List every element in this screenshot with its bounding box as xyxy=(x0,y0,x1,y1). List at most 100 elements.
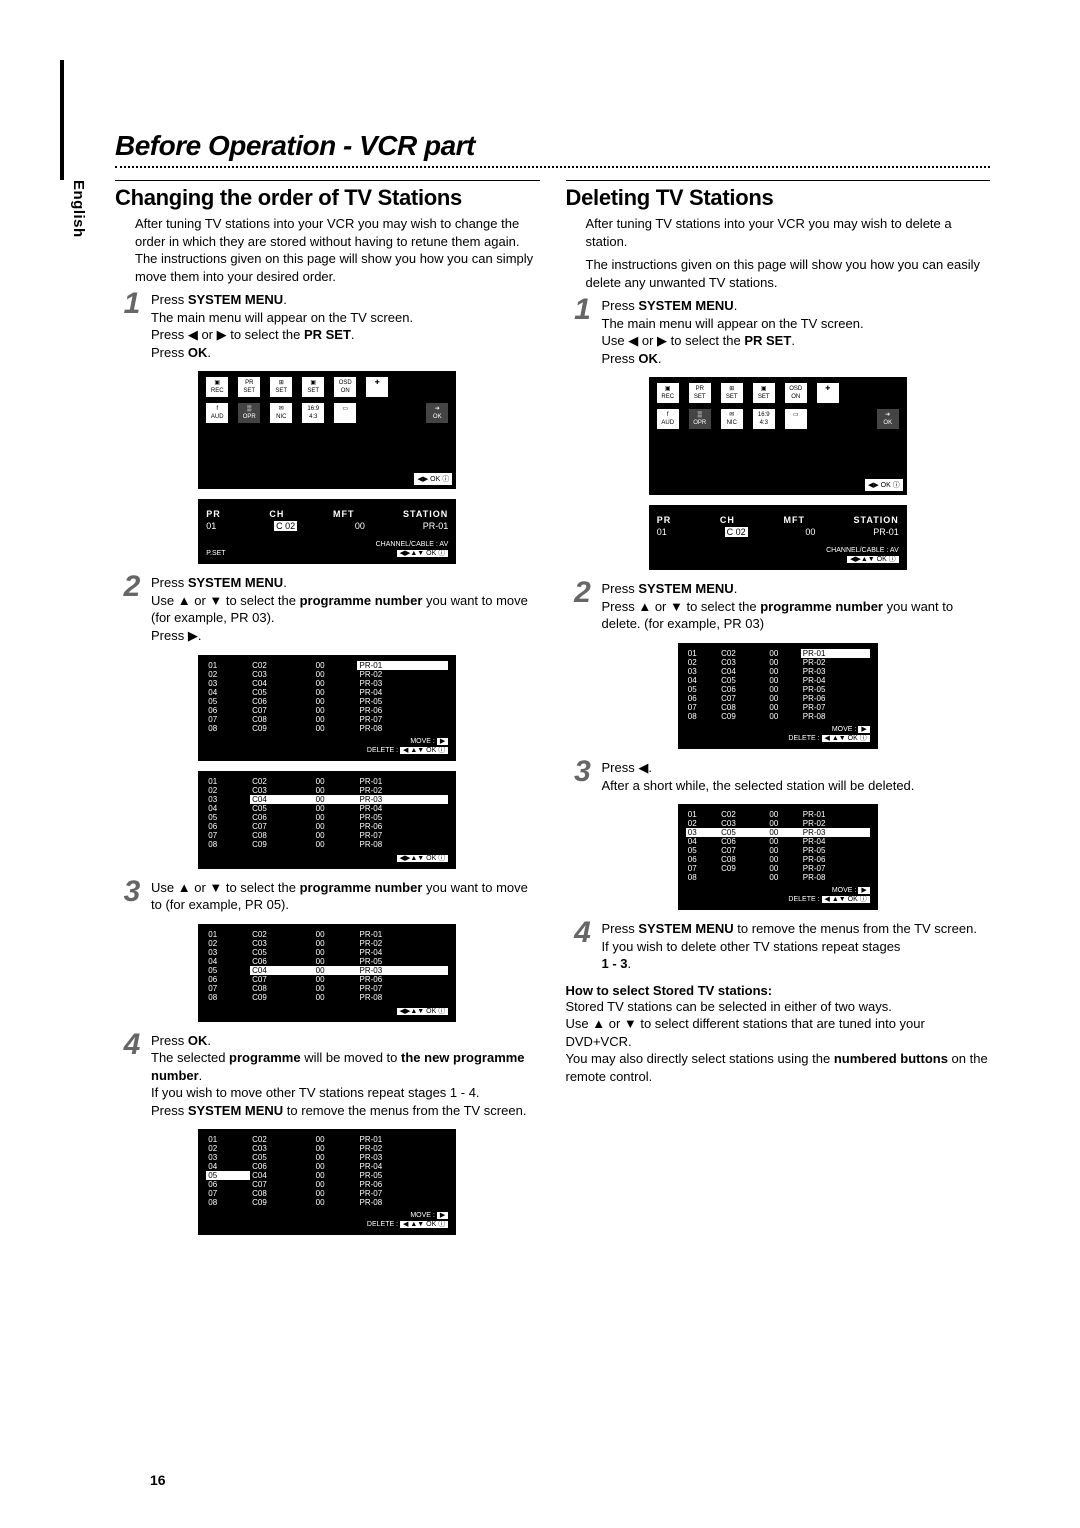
t: After a short while, the selected statio… xyxy=(602,778,915,793)
c: 01 xyxy=(657,527,667,537)
t: Press ◀. xyxy=(602,760,652,775)
f: MOVE : xyxy=(832,887,857,894)
t: . xyxy=(351,327,355,342)
t: Press xyxy=(151,575,188,590)
t: . xyxy=(734,298,738,313)
step-body: Press ◀. After a short while, the select… xyxy=(602,759,991,794)
t: SYSTEM MENU xyxy=(638,921,733,936)
h: MFT xyxy=(333,509,355,519)
osd-pr-box-r: PRCHMFTSTATION 01C 0200PR-01 CHANNEL/CAB… xyxy=(649,505,907,570)
t: to remove the menus from the TV screen. xyxy=(283,1103,526,1118)
left-column: Changing the order of TV Stations After … xyxy=(115,180,540,1245)
how-2: Use ▲ or ▼ to select different stations … xyxy=(566,1015,991,1050)
channel-table: 01C0200PR-0102C0300PR-0203C0400PR-0304C0… xyxy=(206,661,448,733)
osd-main-menu: ▣RECPRSET⊞SET▣SETOSDON✚ fAUD▒OPR✉NIC16:9… xyxy=(198,371,456,489)
t: The selected xyxy=(151,1050,229,1065)
t: If you wish to delete other TV stations … xyxy=(602,939,901,954)
t: The main menu will appear on the TV scre… xyxy=(151,310,413,325)
t: Press xyxy=(602,351,639,366)
t: Press xyxy=(151,1033,188,1048)
t: . xyxy=(791,333,795,348)
left-step-4: 4 Press OK. The selected programme will … xyxy=(115,1032,540,1120)
h: STATION xyxy=(854,515,899,525)
h: MFT xyxy=(783,515,805,525)
channel-table: 01C0200PR-0102C0300PR-0203C0500PR-0404C0… xyxy=(206,930,448,1002)
f: MOVE : xyxy=(410,1212,435,1219)
t: numbered buttons xyxy=(834,1051,948,1066)
osd-ok-label: ◀▶ OK ⓘ xyxy=(865,479,903,491)
h: CH xyxy=(269,509,284,519)
t: You may also directly select stations us… xyxy=(566,1051,834,1066)
osd-main-menu-r: ▣RECPRSET⊞SET▣SETOSDON✚ fAUD▒OPR✉NIC16:9… xyxy=(649,377,907,495)
step-number: 3 xyxy=(121,879,143,914)
t: . xyxy=(199,1068,203,1083)
right-step-4: 4 Press SYSTEM MENU to remove the menus … xyxy=(566,920,991,973)
t: . xyxy=(283,292,287,307)
step-number: 4 xyxy=(572,920,594,973)
t: Press ◀ or ▶ to select the xyxy=(151,327,304,342)
t: 1 - 3 xyxy=(602,956,628,971)
t: SYSTEM MENU xyxy=(188,575,283,590)
step-number: 1 xyxy=(121,291,143,361)
step-body: Press SYSTEM MENU. The main menu will ap… xyxy=(602,297,991,367)
c: 00 xyxy=(355,521,365,531)
channel-table: 01C0200PR-0102C0300PR-0203C0400PR-0304C0… xyxy=(686,649,870,721)
osd-list-2: 01C0200PR-0102C0300PR-0203C0400PR-0304C0… xyxy=(198,771,456,869)
osd-ok-label: ◀▶ OK ⓘ xyxy=(414,473,452,485)
t: SYSTEM MENU xyxy=(188,292,283,307)
page-number: 16 xyxy=(150,1472,166,1488)
t: . xyxy=(207,345,211,360)
step-body: Use ▲ or ▼ to select the programme numbe… xyxy=(151,879,540,914)
c: 00 xyxy=(805,527,815,537)
right-step-3: 3 Press ◀. After a short while, the sele… xyxy=(566,759,991,794)
t: . xyxy=(628,956,632,971)
t: PR SET xyxy=(304,327,351,342)
osd-list-3: 01C0200PR-0102C0300PR-0203C0500PR-0404C0… xyxy=(198,924,456,1022)
step-body: Press OK. The selected programme will be… xyxy=(151,1032,540,1120)
c: PR-01 xyxy=(873,527,899,537)
f: ◀▶▲▼ OK ⓘ xyxy=(397,855,449,862)
t: Press xyxy=(602,921,639,936)
c: C 02 xyxy=(274,521,297,531)
channel-table: 01C0200PR-0102C0300PR-0203C0500PR-0304C0… xyxy=(686,810,870,882)
step-number: 2 xyxy=(121,574,143,644)
left-intro: After tuning TV stations into your VCR y… xyxy=(115,215,540,285)
how-3: You may also directly select stations us… xyxy=(566,1050,991,1085)
osd-list-r2: 01C0200PR-0102C0300PR-0203C0500PR-0304C0… xyxy=(678,804,878,910)
t: Press xyxy=(151,345,188,360)
t: SYSTEM MENU xyxy=(638,581,733,596)
f: MOVE : xyxy=(410,738,435,745)
t: programme number xyxy=(300,880,423,895)
right-column: Deleting TV Stations After tuning TV sta… xyxy=(566,180,991,1245)
t: SYSTEM MENU xyxy=(638,298,733,313)
right-section-title: Deleting TV Stations xyxy=(566,180,991,211)
c: C 02 xyxy=(725,527,748,537)
language-tab: English xyxy=(70,180,87,238)
f: ◀▶▲▼ OK ⓘ xyxy=(397,1008,449,1015)
f: DELETE : xyxy=(367,1221,398,1228)
t: OK xyxy=(638,351,658,366)
how-1: Stored TV stations can be selected in ei… xyxy=(566,998,991,1016)
t: programme number xyxy=(760,599,883,614)
t: Press xyxy=(602,298,639,313)
t: The main menu will appear on the TV scre… xyxy=(602,316,864,331)
right-intro-1: After tuning TV stations into your VCR y… xyxy=(566,215,991,250)
osd-pr-box: PRCHMFTSTATION 01C 0200PR-01 CHANNEL/CAB… xyxy=(198,499,456,564)
right-intro-2: The instructions given on this page will… xyxy=(566,256,991,291)
f: DELETE : xyxy=(788,896,819,903)
t: OK xyxy=(188,1033,208,1048)
f: CHANNEL/CABLE : AV xyxy=(826,547,899,554)
step-number: 4 xyxy=(121,1032,143,1120)
h: PR xyxy=(657,515,672,525)
left-section-title: Changing the order of TV Stations xyxy=(115,180,540,211)
step-body: Press SYSTEM MENU to remove the menus fr… xyxy=(602,920,991,973)
f: ◀▶▲▼ OK ⓘ xyxy=(397,550,449,557)
t: Press xyxy=(151,292,188,307)
t: OK xyxy=(188,345,208,360)
channel-table: 01C0200PR-0102C0300PR-0203C0400PR-0304C0… xyxy=(206,777,448,849)
content-columns: Changing the order of TV Stations After … xyxy=(115,180,990,1245)
left-step-2: 2 Press SYSTEM MENU. Use ▲ or ▼ to selec… xyxy=(115,574,540,644)
t: Use ▲ or ▼ to select the xyxy=(151,880,300,895)
t: programme number xyxy=(300,593,423,608)
step-body: Press SYSTEM MENU. The main menu will ap… xyxy=(151,291,540,361)
